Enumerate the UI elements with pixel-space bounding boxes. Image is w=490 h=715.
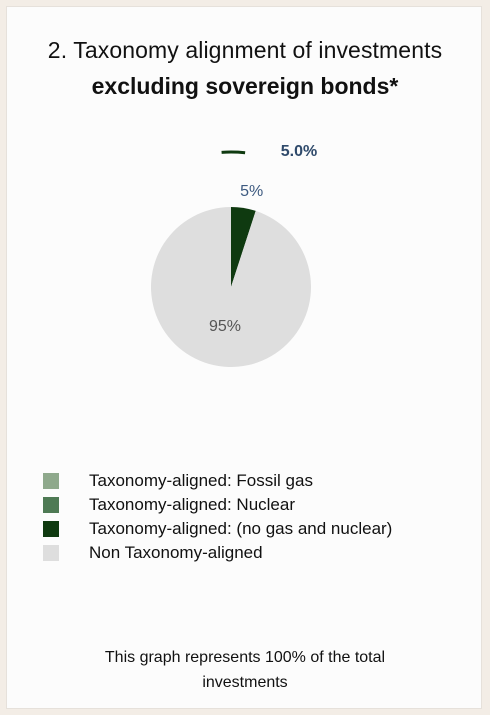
- pie-labels: 5% 95% 5.0%: [209, 143, 317, 335]
- legend-swatch-nuclear: [43, 497, 59, 513]
- legend: Taxonomy-aligned: Fossil gas Taxonomy-al…: [43, 469, 463, 565]
- footer-line-1: This graph represents 100% of the total: [104, 649, 386, 666]
- footer-line-2: investments: [202, 674, 288, 691]
- callout-arc: [221, 150, 246, 155]
- pie-chart: 5% 95% 5.0%: [150, 143, 317, 368]
- chart-subtitle: excluding sovereign bonds*: [91, 73, 399, 99]
- legend-item-nuclear: Taxonomy-aligned: Nuclear: [43, 493, 463, 517]
- legend-label-fossil-gas: Taxonomy-aligned: Fossil gas: [89, 471, 313, 490]
- pie-label-0: 5%: [240, 183, 263, 200]
- pie-label-1: 95%: [209, 318, 241, 335]
- legend-label-nuclear: Taxonomy-aligned: Nuclear: [89, 495, 295, 514]
- legend-item-non-aligned: Non Taxonomy-aligned: [43, 541, 463, 565]
- pie-group: [150, 207, 312, 368]
- footer-note: This graph represents 100% of the total …: [7, 645, 483, 695]
- legend-swatch-non-aligned: [43, 545, 59, 561]
- pie-slice-0: [231, 207, 256, 287]
- chart-card: 2. Taxonomy alignment of investments exc…: [6, 6, 482, 709]
- legend-swatch-no-gas-nuclear: [43, 521, 59, 537]
- legend-label-no-gas-nuclear: Taxonomy-aligned: (no gas and nuclear): [89, 519, 393, 538]
- chart-title: 2. Taxonomy alignment of investments: [47, 37, 443, 63]
- callout-label: 5.0%: [281, 143, 317, 160]
- pie-slice-1: [150, 207, 312, 368]
- legend-label-non-aligned: Non Taxonomy-aligned: [89, 543, 263, 562]
- legend-item-no-gas-nuclear: Taxonomy-aligned: (no gas and nuclear): [43, 517, 463, 541]
- legend-swatch-fossil-gas: [43, 473, 59, 489]
- legend-item-fossil-gas: Taxonomy-aligned: Fossil gas: [43, 469, 463, 493]
